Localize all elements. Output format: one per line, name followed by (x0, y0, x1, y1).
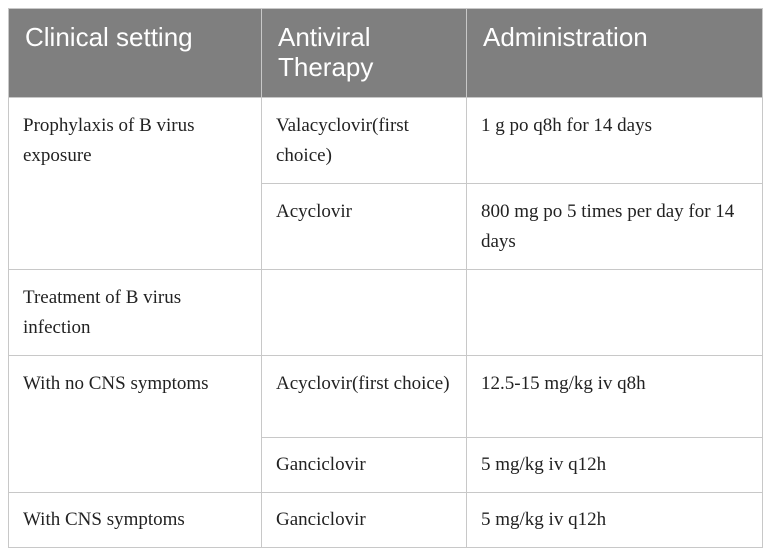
cell-administration: 800 mg po 5 times per day for 14 days (466, 183, 763, 270)
cell-administration: 5 mg/kg iv q12h (466, 437, 763, 493)
cell-clinical-setting: Treatment of B virus infection (8, 269, 262, 356)
table-row: With CNS symptoms Ganciclovir 5 mg/kg iv… (8, 492, 763, 548)
cell-antiviral-therapy: Acyclovir (261, 183, 467, 270)
header-row: Clinical setting Antiviral Therapy Admin… (8, 8, 763, 98)
header-clinical-setting: Clinical setting (8, 8, 262, 98)
table-row: With no CNS symptoms Acyclovir(first cho… (8, 355, 763, 493)
table-row: Ganciclovir 5 mg/kg iv q12h (9, 437, 763, 493)
cell-antiviral-therapy: Valacyclovir(first choice) (261, 97, 467, 184)
cell-clinical-setting: Prophylaxis of B virus exposure (8, 97, 262, 270)
cell-administration: 12.5-15 mg/kg iv q8h (466, 355, 763, 438)
cell-administration (466, 269, 763, 356)
cell-clinical-setting: With CNS symptoms (8, 492, 262, 548)
table-row: Acyclovir 800 mg po 5 times per day for … (9, 183, 763, 270)
cell-antiviral-therapy: Ganciclovir (261, 492, 467, 548)
cell-antiviral-therapy (261, 269, 467, 356)
cell-antiviral-therapy: Ganciclovir (261, 437, 467, 493)
cell-administration: 5 mg/kg iv q12h (466, 492, 763, 548)
table-row: Treatment of B virus infection (8, 269, 763, 356)
antiviral-table-container: Clinical setting Antiviral Therapy Admin… (8, 8, 763, 548)
table-row: Prophylaxis of B virus exposure Valacycl… (8, 97, 763, 270)
cell-administration: 1 g po q8h for 14 days (466, 97, 763, 184)
antiviral-therapy-table: Clinical setting Antiviral Therapy Admin… (8, 8, 763, 548)
header-administration: Administration (466, 8, 763, 98)
cell-clinical-setting: With no CNS symptoms (8, 355, 262, 493)
cell-antiviral-therapy: Acyclovir(first choice) (261, 355, 467, 438)
header-antiviral-therapy: Antiviral Therapy (261, 8, 467, 98)
